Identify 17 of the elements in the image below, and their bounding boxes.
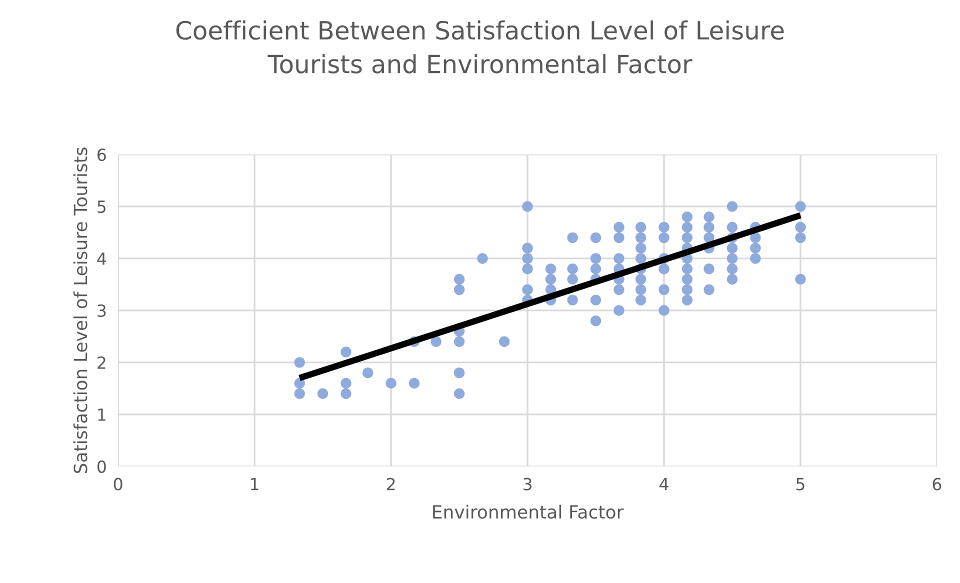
y-tick-label: 5 — [98, 200, 106, 214]
x-axis-title: Environmental Factor — [433, 504, 624, 519]
x-tick-label: 0 — [114, 478, 122, 490]
y-tick-label: 3 — [98, 304, 106, 318]
y-tick-label: 1 — [98, 408, 106, 421]
y-tick-label: 2 — [98, 356, 106, 369]
x-tick-label: 1 — [251, 478, 258, 490]
y-axis-title: Satisfaction Level of Leisure Tourists — [73, 148, 88, 474]
y-tick-label: 4 — [97, 252, 106, 265]
y-tick-label: 0 — [97, 460, 106, 473]
x-tick-label: 4 — [660, 478, 668, 490]
x-tick-label: 5 — [796, 478, 804, 490]
x-tick-label: 6 — [932, 478, 942, 490]
x-tick-label: 3 — [523, 478, 532, 490]
chart-title: Coefficient Between Satisfaction Level of Leisure Tourists and Environmental Factor — [176, 20, 784, 74]
y-tick-label: 6 — [98, 148, 106, 162]
x-tick-label: 2 — [386, 478, 395, 490]
